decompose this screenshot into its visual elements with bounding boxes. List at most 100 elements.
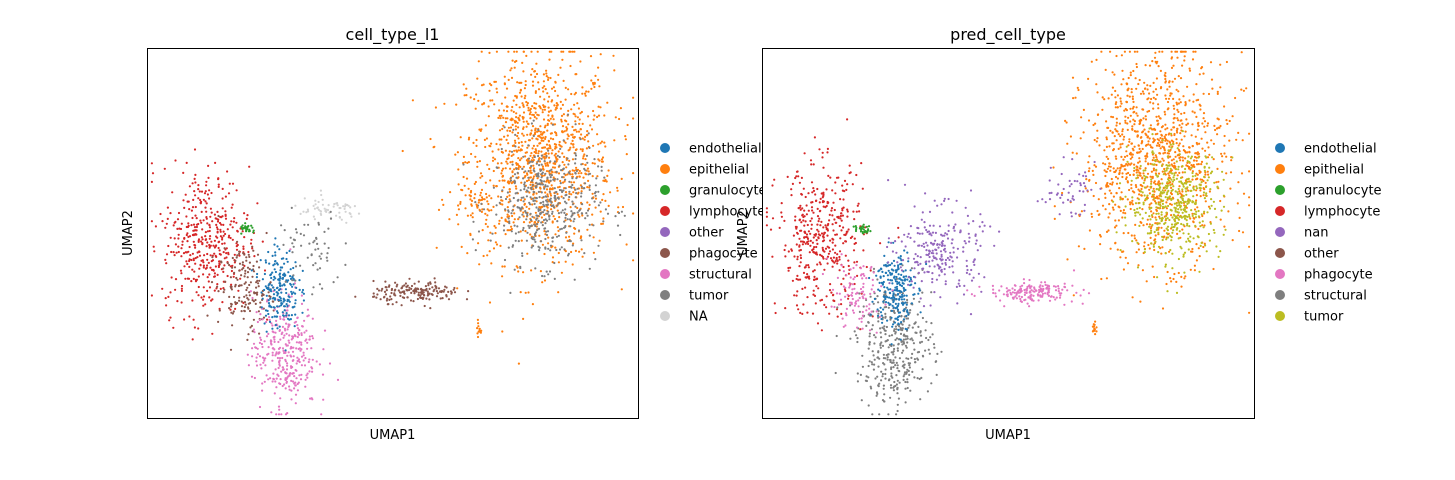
point-phagocyte	[230, 305, 233, 308]
point-epithelial	[457, 168, 460, 171]
point-tumor	[1167, 204, 1170, 208]
point-epithelial	[1188, 99, 1191, 102]
point-epithelial	[457, 204, 460, 207]
point-lymphocyte	[784, 307, 787, 310]
point-epithelial	[1151, 146, 1154, 149]
point-tumor	[1189, 189, 1192, 192]
point-epithelial	[573, 93, 576, 96]
point-epithelial	[537, 88, 541, 91]
point-structural	[258, 341, 261, 344]
point-epithelial	[599, 106, 602, 109]
point-epithelial	[1178, 190, 1181, 193]
point-phagocyte	[243, 301, 247, 304]
point-epithelial	[429, 137, 432, 141]
point-tumor	[606, 212, 610, 215]
point-epithelial	[1164, 128, 1167, 131]
point-epithelial	[486, 163, 489, 166]
legend-label: phagocyte	[689, 247, 758, 262]
point-epithelial	[1135, 106, 1138, 109]
point-epithelial	[1131, 156, 1134, 159]
point-tumor	[1205, 192, 1208, 195]
point-epithelial	[1133, 169, 1136, 172]
point-tumor	[289, 236, 292, 239]
point-lymphocyte	[224, 232, 227, 236]
plot-frame	[147, 48, 639, 419]
point-epithelial	[1124, 168, 1127, 171]
point-lymphocyte	[858, 210, 861, 213]
point-epithelial	[1157, 172, 1161, 175]
point-epithelial	[528, 191, 531, 194]
point-epithelial	[1148, 192, 1151, 195]
point-lymphocyte	[801, 243, 805, 246]
point-tumor	[1198, 186, 1201, 189]
point-phagocyte	[248, 291, 251, 294]
point-epithelial	[522, 317, 525, 320]
point-epithelial	[1196, 128, 1199, 131]
point-epithelial	[500, 102, 503, 105]
point-epithelial	[534, 148, 537, 151]
point-epithelial	[512, 153, 515, 156]
point-epithelial	[469, 232, 472, 235]
point-epithelial	[514, 141, 517, 144]
point-structural	[295, 362, 298, 365]
point-structural	[273, 338, 276, 341]
point-epithelial	[509, 161, 512, 164]
point-endothelial	[301, 291, 304, 294]
point-epithelial	[507, 126, 510, 129]
point-lymphocyte	[232, 220, 235, 223]
point-structural	[281, 325, 284, 328]
point-structural	[297, 358, 301, 361]
point-epithelial	[1217, 180, 1220, 183]
point-phagocyte	[232, 295, 236, 299]
point-lymphocyte	[806, 296, 809, 299]
point-epithelial	[1223, 225, 1226, 228]
point-tumor	[1150, 206, 1153, 209]
point-tumor	[1173, 178, 1176, 181]
point-phagocyte	[240, 300, 243, 303]
point-endothelial	[285, 251, 288, 254]
point-tumor	[529, 225, 532, 228]
point-epithelial	[1191, 58, 1195, 61]
point-epithelial	[543, 108, 547, 111]
point-phagocyte	[217, 320, 220, 323]
point-epithelial	[1178, 98, 1181, 101]
point-lymphocyte	[204, 206, 207, 209]
point-structural	[256, 353, 259, 356]
point-endothelial	[273, 243, 276, 246]
point-epithelial	[493, 224, 496, 228]
point-lymphocyte	[787, 269, 790, 272]
point-lymphocyte	[847, 297, 850, 300]
point-epithelial	[1192, 50, 1195, 53]
point-lymphocyte	[800, 176, 804, 179]
point-phagocyte	[244, 303, 247, 306]
point-lymphocyte	[810, 206, 814, 209]
point-epithelial	[1131, 97, 1134, 101]
point-epithelial	[607, 204, 610, 207]
point-tumor	[511, 209, 514, 212]
point-tumor	[583, 252, 586, 255]
point-na	[323, 207, 326, 210]
point-tumor	[514, 145, 517, 148]
point-tumor	[557, 202, 560, 205]
point-lymphocyte	[243, 212, 246, 215]
point-tumor	[556, 178, 559, 181]
point-epithelial	[1163, 110, 1166, 113]
point-structural	[258, 405, 262, 409]
point-lymphocyte	[193, 177, 196, 180]
point-epithelial	[1202, 179, 1205, 183]
point-endothelial	[278, 273, 281, 276]
point-tumor	[1184, 204, 1188, 208]
point-epithelial	[500, 138, 503, 141]
point-epithelial	[568, 159, 571, 162]
point-granulocyte	[245, 229, 248, 232]
point-epithelial	[510, 214, 514, 218]
point-epithelial	[1131, 199, 1134, 202]
point-epithelial	[514, 128, 518, 131]
point-lymphocyte	[809, 239, 812, 242]
point-epithelial	[1167, 152, 1170, 155]
point-tumor	[1186, 180, 1189, 183]
point-epithelial	[542, 118, 546, 121]
point-endothelial	[276, 305, 279, 308]
point-lymphocyte	[840, 303, 843, 306]
point-epithelial	[1136, 130, 1139, 133]
